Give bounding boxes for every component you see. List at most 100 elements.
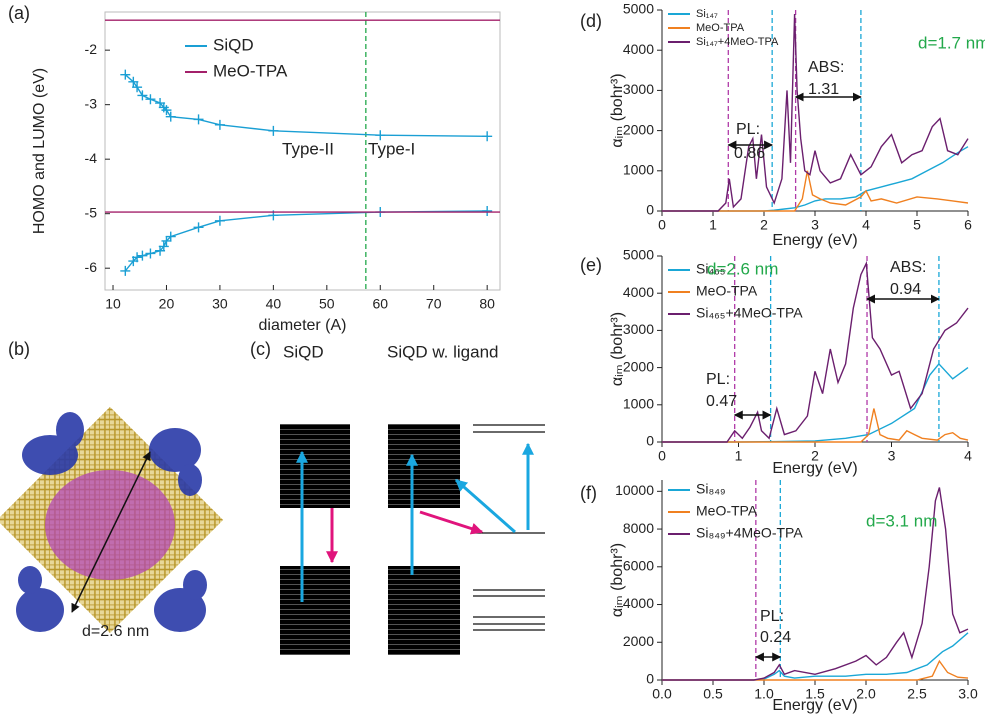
panel-label: (d) <box>580 11 602 31</box>
legend-label: Si₈₄₉ <box>696 481 726 497</box>
x-axis-label: diameter (A) <box>258 317 346 334</box>
x-tick-label: 4 <box>964 448 972 464</box>
y-tick-label: 5000 <box>623 1 654 17</box>
x-axis-label: Energy (eV) <box>772 460 857 477</box>
x-tick-label: 1.0 <box>754 686 774 702</box>
point <box>166 112 176 122</box>
series-line <box>662 661 968 680</box>
annotation: d=2.6 nm <box>707 259 778 278</box>
annotation: Type-II <box>282 139 334 158</box>
x-tick-label: 3.0 <box>958 686 978 702</box>
point <box>194 222 204 232</box>
y-axis-label: αᵢₘ (bohr³) <box>609 543 626 617</box>
annotation: PL: <box>736 121 760 138</box>
y-tick-label: 4000 <box>623 595 654 611</box>
x-axis-label: Energy (eV) <box>772 232 857 249</box>
y-tick-label: -5 <box>85 204 98 220</box>
y-tick-label: 0 <box>646 433 654 449</box>
x-tick-label: 40 <box>266 296 282 312</box>
annotation: d=1.7 nm <box>918 33 985 52</box>
y-tick-label: 3000 <box>623 321 654 337</box>
y-tick-label: 0 <box>646 671 654 687</box>
legend-label: Si₁₄₇+4MeO-TPA <box>696 36 779 48</box>
series-line <box>125 75 487 271</box>
x-tick-label: 4 <box>862 217 870 233</box>
annotation: d=3.1 nm <box>866 511 937 530</box>
x-tick-label: 60 <box>372 296 388 312</box>
x-tick-label: 30 <box>212 296 228 312</box>
annotation: Type-I <box>368 139 415 158</box>
annotation: 0.86 <box>734 145 765 162</box>
level-diagram <box>280 424 545 655</box>
panel-label: (e) <box>580 255 602 275</box>
panel-label: (c) <box>250 339 271 359</box>
point <box>215 216 225 226</box>
nanocrystal-image <box>0 407 223 633</box>
series-line <box>662 147 968 211</box>
y-axis-label: αᵢₘ (bohr³) <box>609 73 626 147</box>
x-tick-label: 0 <box>658 448 666 464</box>
legend-label: Si₈₄₉+4MeO-TPA <box>696 525 803 541</box>
legend-label: MeO-TPA <box>696 503 758 519</box>
legend-label: SiQD <box>213 35 254 54</box>
legend-label: MeO-TPA <box>696 283 758 299</box>
x-tick-label: 1 <box>735 448 743 464</box>
series-line <box>662 409 968 443</box>
x-tick-label: 20 <box>159 296 175 312</box>
figure: (b) d=2.6 nm (c) SiQD SiQD w. ligand (a)… <box>0 0 985 717</box>
size-label: d=2.6 nm <box>82 623 149 640</box>
x-tick-label: 80 <box>479 296 495 312</box>
point <box>215 120 225 130</box>
point <box>145 248 155 258</box>
y-tick-label: 1000 <box>623 162 654 178</box>
y-tick-label: 3000 <box>623 81 654 97</box>
x-tick-label: 0.5 <box>703 686 723 702</box>
annotation: 0.47 <box>706 393 737 410</box>
y-tick-label: 2000 <box>623 358 654 374</box>
x-tick-label: 2 <box>760 217 768 233</box>
y-tick-label: 2000 <box>623 633 654 649</box>
y-axis-label: αᵢₘ (bohr³) <box>609 312 626 386</box>
y-tick-label: 1000 <box>623 396 654 412</box>
x-tick-label: 3 <box>888 448 896 464</box>
y-tick-label: -6 <box>85 259 98 275</box>
point <box>194 114 204 124</box>
y-tick-label: 8000 <box>623 520 654 536</box>
y-axis-label: HOMO and LUMO (eV) <box>31 68 48 234</box>
y-tick-label: 4000 <box>623 41 654 57</box>
y-tick-label: 4000 <box>623 284 654 300</box>
annotation: PL: <box>760 608 784 625</box>
annotation: ABS: <box>890 259 926 276</box>
point <box>137 251 147 261</box>
annotation: PL: <box>706 371 730 388</box>
panel-label: (a) <box>8 3 30 23</box>
x-tick-label: 50 <box>319 296 335 312</box>
point <box>482 206 492 216</box>
annotation: 0.94 <box>890 281 921 298</box>
series-line <box>105 20 500 212</box>
x-tick-label: 1 <box>709 217 717 233</box>
x-tick-label: 2.5 <box>907 686 927 702</box>
legend-label: Si₄₆₅+4MeO-TPA <box>696 305 803 321</box>
x-tick-label: 0 <box>658 217 666 233</box>
series-line <box>662 171 968 211</box>
legend-label: Si₁₄₇ <box>696 8 718 20</box>
x-tick-label: 3 <box>811 217 819 233</box>
x-tick-label: 2.0 <box>856 686 876 702</box>
point <box>482 131 492 141</box>
x-tick-label: 5 <box>913 217 921 233</box>
y-tick-label: -2 <box>85 41 98 57</box>
y-tick-label: 0 <box>646 202 654 218</box>
y-tick-label: -3 <box>85 95 98 111</box>
diagram-title: SiQD w. ligand <box>387 342 499 361</box>
x-tick-label: 70 <box>426 296 442 312</box>
annotation: 0.24 <box>760 629 791 646</box>
y-tick-label: -4 <box>85 150 98 166</box>
x-tick-label: 0.0 <box>652 686 672 702</box>
annotation: 1.31 <box>808 81 839 98</box>
y-tick-label: 5000 <box>623 247 654 263</box>
annotation: ABS: <box>808 59 844 76</box>
panel-label: (f) <box>580 483 597 503</box>
x-axis-label: Energy (eV) <box>772 697 857 714</box>
y-tick-label: 2000 <box>623 121 654 137</box>
